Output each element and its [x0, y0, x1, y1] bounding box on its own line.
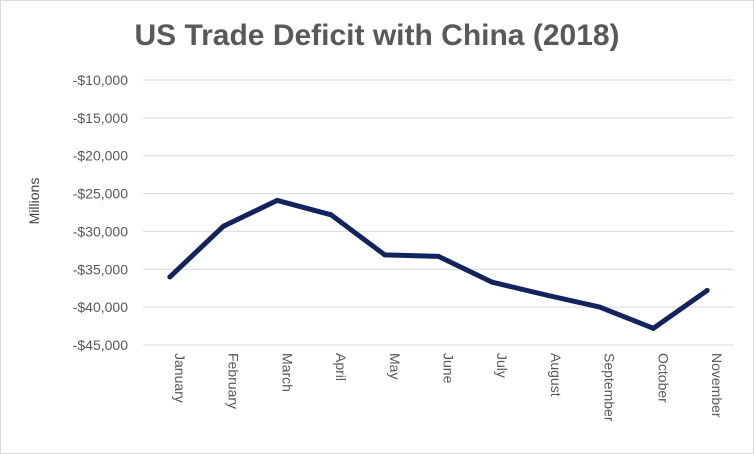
data-point — [167, 274, 173, 280]
data-point — [597, 304, 603, 310]
series-line — [167, 197, 710, 331]
x-tick-label: June — [441, 353, 457, 384]
chart-title: US Trade Deficit with China (2018) — [134, 19, 620, 52]
data-point — [382, 252, 388, 258]
y-tick-label: -$45,000 — [73, 337, 128, 353]
gridlines — [143, 79, 734, 346]
x-tick-label: February — [226, 353, 242, 409]
y-tick-label: -$15,000 — [73, 110, 128, 126]
x-tick-label: May — [387, 353, 403, 379]
y-tick-label: -$30,000 — [73, 223, 128, 239]
data-point — [489, 279, 495, 285]
x-tick-label: April — [333, 353, 349, 381]
x-tick-label: January — [172, 353, 188, 403]
y-tick-label: -$10,000 — [73, 72, 128, 88]
data-point — [650, 325, 656, 331]
data-point — [328, 212, 334, 218]
data-points — [167, 197, 710, 331]
y-tick-label: -$20,000 — [73, 148, 128, 164]
data-point — [704, 287, 710, 293]
x-tick-label: July — [494, 353, 510, 378]
data-point — [543, 292, 549, 298]
y-tick-label: -$40,000 — [73, 299, 128, 315]
x-tick-label: October — [655, 353, 671, 403]
x-tick-label: November — [709, 353, 725, 418]
x-axis-ticks: January February March April May June July Augu… — [172, 353, 725, 422]
x-tick-label: March — [279, 353, 295, 392]
data-point — [274, 197, 280, 203]
x-tick-label: August — [548, 353, 564, 397]
y-axis-label: Millions — [26, 178, 42, 225]
y-axis-ticks: -$10,000 -$15,000 -$20,000 -$25,000 -$30,000… — [73, 72, 128, 353]
x-tick-label: September — [602, 353, 618, 422]
data-point — [436, 253, 441, 259]
data-point — [221, 223, 227, 229]
y-tick-label: -$25,000 — [73, 186, 128, 202]
y-tick-label: -$35,000 — [73, 261, 128, 277]
